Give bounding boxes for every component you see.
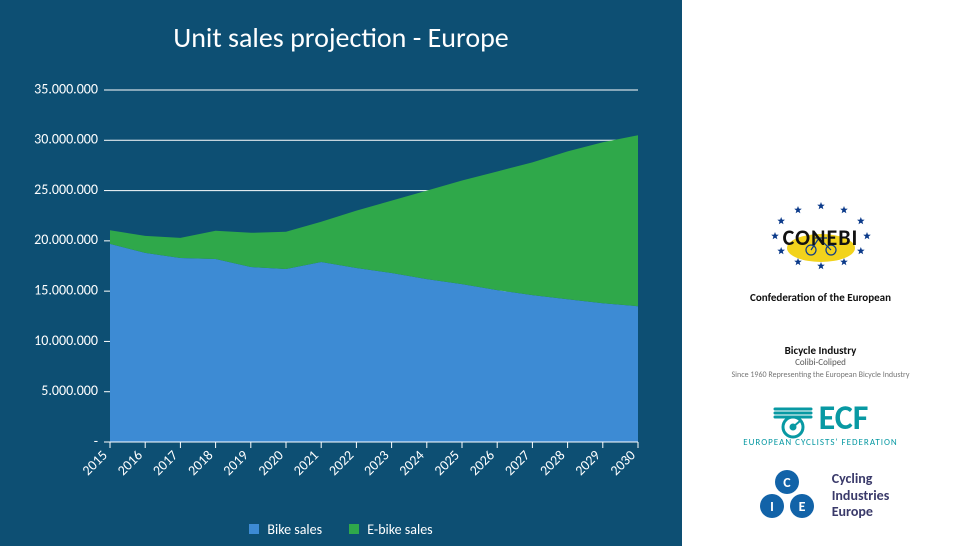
svg-text:2015: 2015	[79, 447, 111, 479]
conebi-sub-4: Since 1960 Representing the European Bic…	[706, 370, 936, 380]
svg-text:2020: 2020	[255, 447, 287, 479]
cie-logo: C I E Cycling Industries Europe	[706, 466, 936, 526]
svg-text:5.000.000: 5.000.000	[41, 382, 98, 399]
svg-text:2027: 2027	[501, 447, 533, 479]
svg-text:2018: 2018	[184, 447, 216, 479]
conebi-logo: CONEBI Confederation of the European Bic…	[706, 196, 936, 380]
conebi-sub-2: Bicycle Industry	[706, 344, 936, 357]
ecf-name: ECF	[819, 398, 869, 439]
ecf-icon	[773, 399, 813, 439]
svg-text:2025: 2025	[431, 447, 463, 479]
svg-text:E: E	[798, 498, 805, 515]
svg-text:2021: 2021	[290, 447, 322, 479]
conebi-sub-1: Confederation of the European	[706, 291, 936, 304]
legend: Bike sales E-bike sales	[0, 521, 682, 539]
cie-line-3: Europe	[832, 504, 890, 521]
svg-text:2016: 2016	[114, 447, 146, 479]
conebi-name: CONEBI	[706, 224, 936, 251]
svg-text:10.000.000: 10.000.000	[34, 332, 98, 349]
cie-line-2: Industries	[832, 488, 890, 505]
legend-item-ebike: E-bike sales	[349, 521, 432, 538]
svg-text:2029: 2029	[572, 447, 604, 479]
cie-line-1: Cycling	[832, 471, 890, 488]
conebi-sub-3: Colibi-Coliped	[706, 357, 936, 368]
svg-text:30.000.000: 30.000.000	[34, 131, 98, 148]
svg-text:2023: 2023	[360, 447, 392, 479]
cie-icon: C I E	[752, 466, 822, 526]
svg-text:35.000.000: 35.000.000	[34, 80, 98, 97]
legend-label-bike: Bike sales	[267, 521, 322, 538]
svg-text:2019: 2019	[220, 447, 252, 479]
ecf-sub: EUROPEAN CYCLISTS' FEDERATION	[706, 437, 936, 448]
svg-text:I: I	[770, 498, 774, 515]
svg-text:25.000.000: 25.000.000	[34, 181, 98, 198]
svg-text:2026: 2026	[466, 447, 498, 479]
legend-swatch-bike	[249, 524, 259, 534]
svg-text:2030: 2030	[607, 447, 639, 479]
legend-label-ebike: E-bike sales	[367, 521, 432, 538]
svg-text:2017: 2017	[149, 447, 181, 479]
svg-text:2028: 2028	[536, 447, 568, 479]
chart-panel: Unit sales projection - Europe -5.000.00…	[0, 0, 682, 546]
ecf-logo: ECF EUROPEAN CYCLISTS' FEDERATION	[706, 398, 936, 448]
svg-text:15.000.000: 15.000.000	[34, 281, 98, 298]
svg-text:C: C	[783, 474, 791, 491]
area-chart: - 5.000.000 10.000.000 15.000.000 20.000.000…	[0, 0, 682, 546]
legend-swatch-ebike	[349, 524, 359, 534]
legend-item-bike: Bike sales	[249, 521, 322, 538]
svg-text:2024: 2024	[396, 447, 428, 479]
cie-text: Cycling Industries Europe	[832, 471, 890, 521]
svg-text:2022: 2022	[325, 447, 357, 479]
side-panel: CONEBI Confederation of the European Bic…	[682, 0, 959, 546]
svg-text:-: -	[94, 432, 98, 449]
svg-text:20.000.000: 20.000.000	[34, 231, 98, 248]
